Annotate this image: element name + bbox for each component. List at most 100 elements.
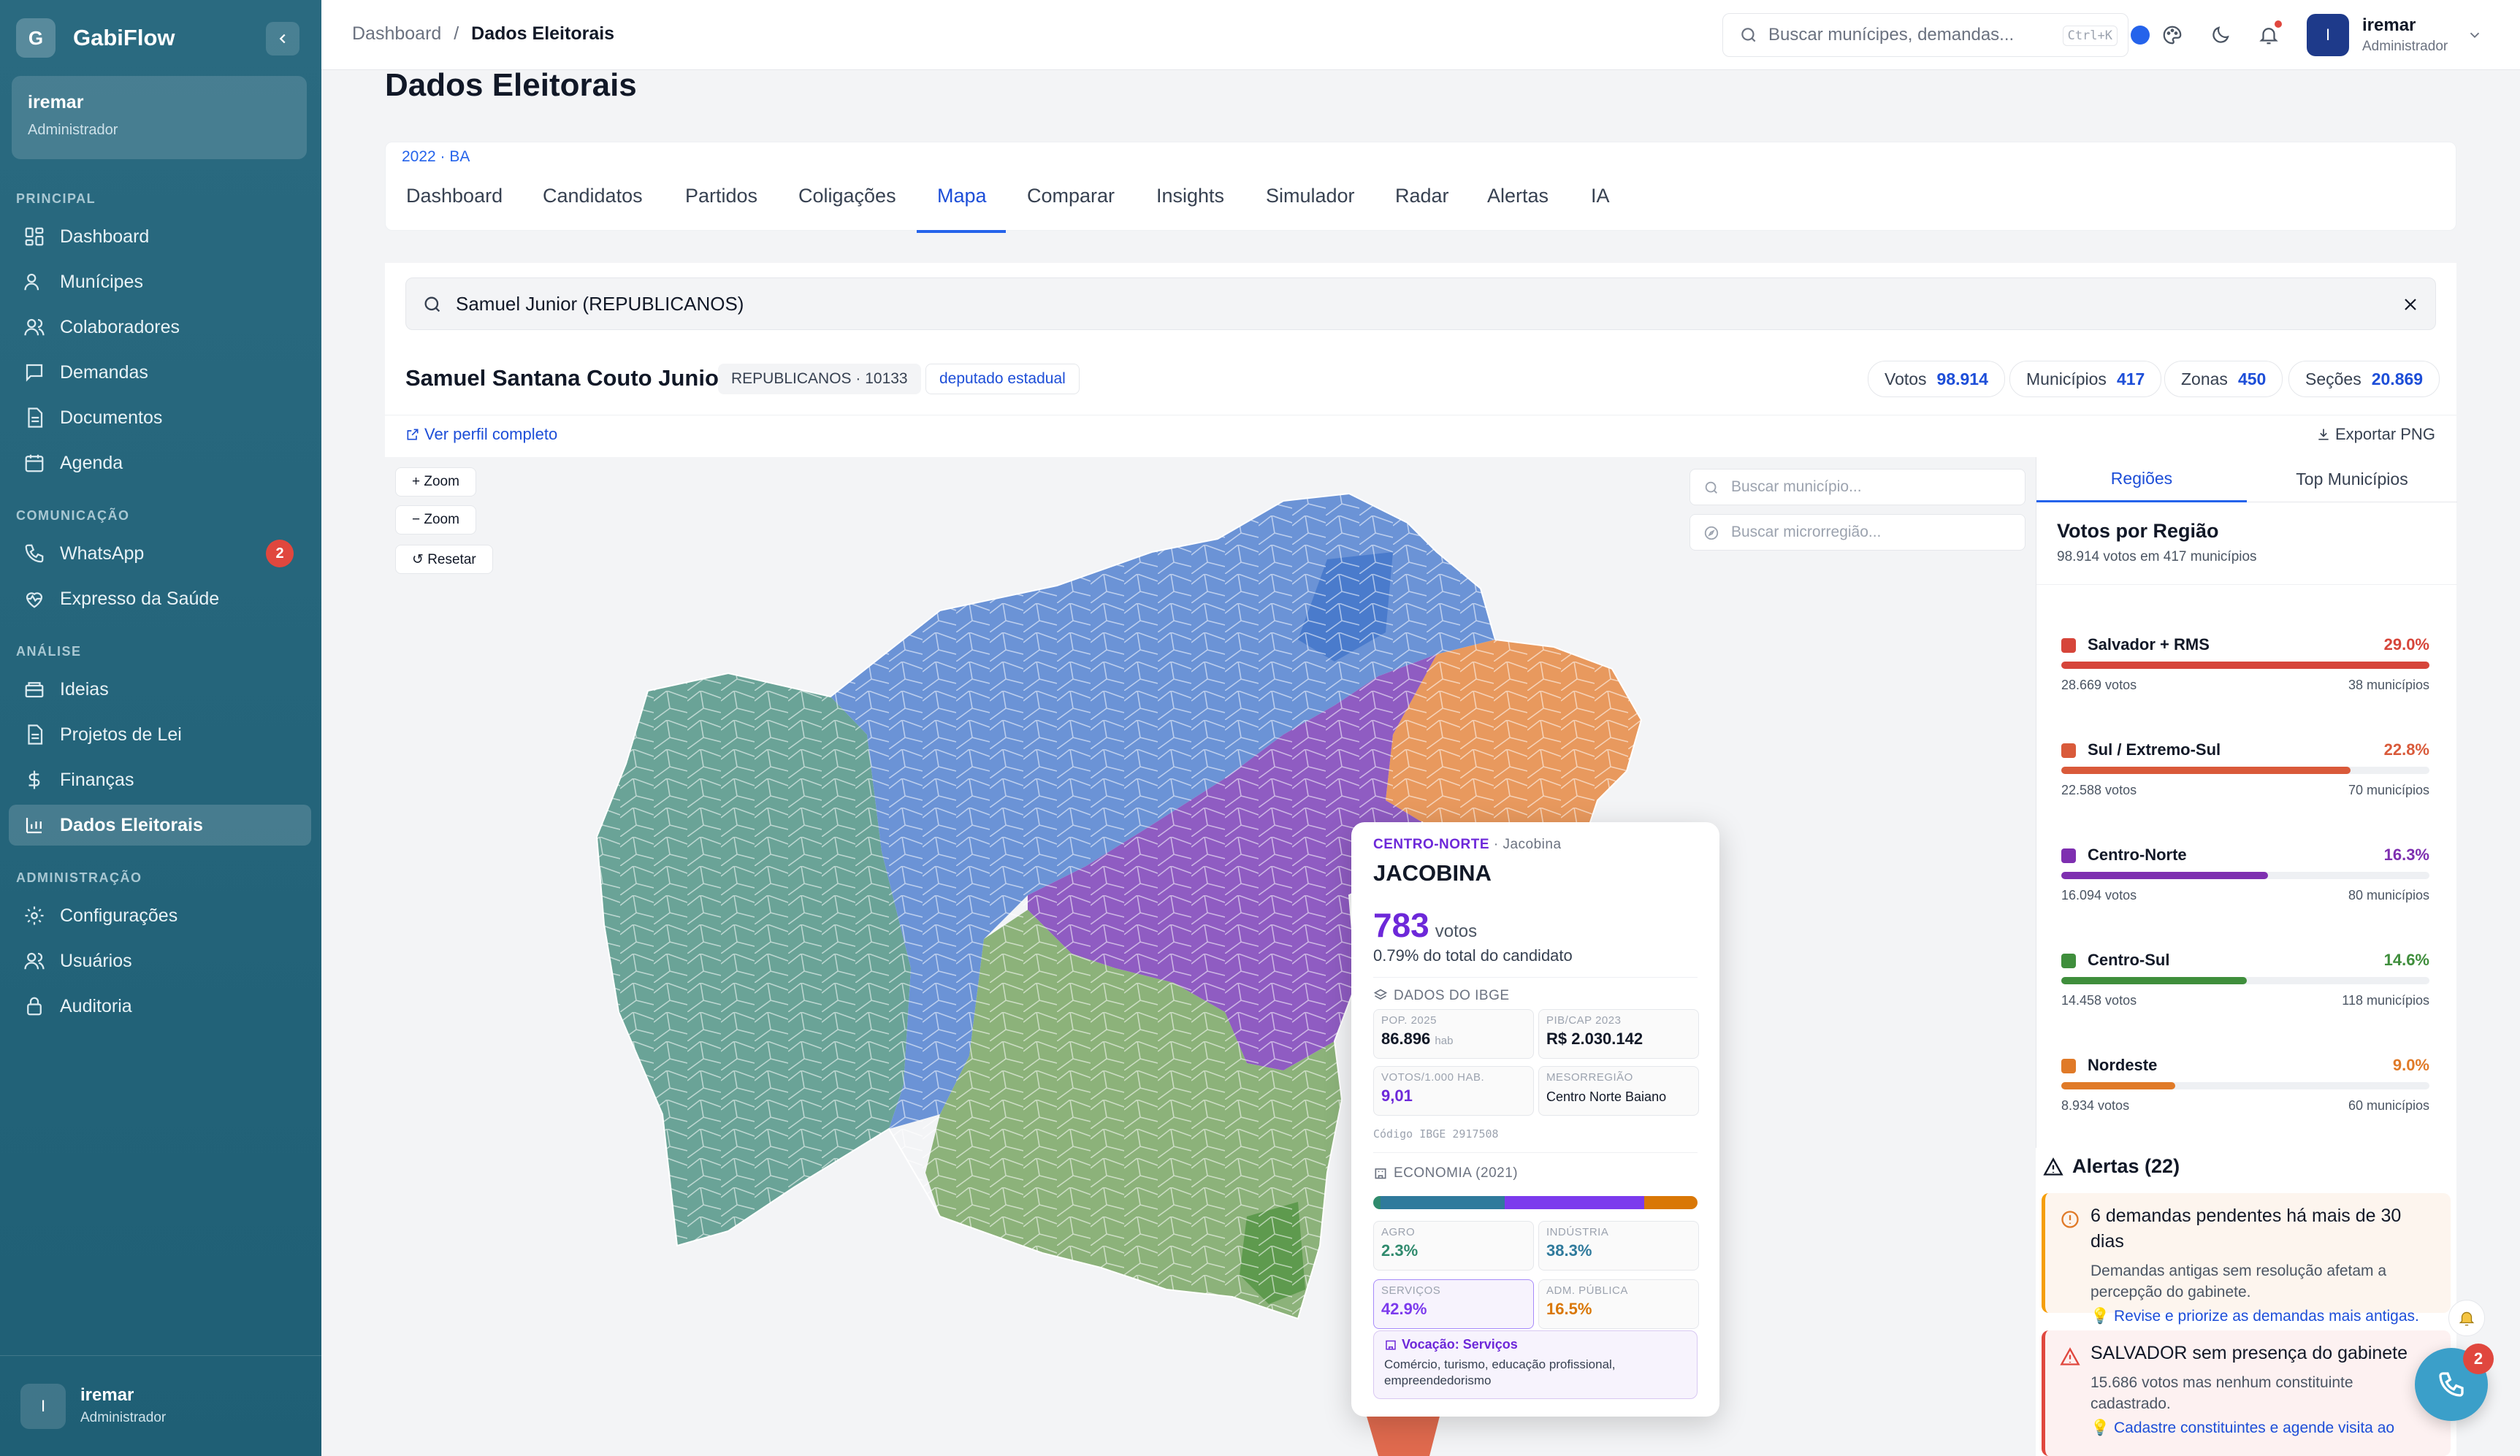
header-user-menu[interactable]: I iremar Administrador	[2307, 12, 2483, 58]
bahia-choropleth-map[interactable]	[385, 457, 2036, 1456]
tab-coligacoes[interactable]: Coligações	[798, 185, 896, 207]
sidebar-item-dados-eleitorais[interactable]: Dados Eleitorais	[9, 805, 311, 846]
search-icon	[1741, 28, 1756, 42]
region-row[interactable]: Centro-Sul 14.6% 14.458 votos 118 município…	[2061, 951, 2429, 1031]
sidebar-item-whatsapp[interactable]: WhatsApp 2	[9, 533, 311, 574]
tab-radar[interactable]: Radar	[1395, 185, 1449, 207]
map-municipio-placeholder: Buscar município...	[1731, 478, 1862, 495]
zoom-out-button[interactable]: − Zoom	[395, 505, 476, 534]
tab-top-municipios[interactable]: Top Municípios	[2247, 457, 2457, 502]
region-row[interactable]: Sul / Extremo-Sul 22.8% 22.588 votos 70 mun…	[2061, 740, 2429, 821]
map-area[interactable]: + Zoom − Zoom ↺ Resetar Buscar município…	[385, 457, 2036, 1456]
region-row[interactable]: Centro-Norte 16.3% 16.094 votos 80 municípi…	[2061, 846, 2429, 926]
region-bar	[2061, 977, 2429, 984]
heart-icon	[26, 592, 43, 608]
sidebar-item-demandas[interactable]: Demandas	[9, 352, 311, 393]
region-votes: 28.669 votos	[2061, 678, 2137, 692]
region-name: Sul / Extremo-Sul	[2088, 740, 2221, 759]
sidebar-item-label: Usuários	[60, 950, 132, 971]
sidebar-item-configuracoes[interactable]: Configurações	[9, 895, 311, 936]
sidebar-item-ideias[interactable]: Ideias	[9, 669, 311, 710]
zoom-in-button[interactable]: + Zoom	[395, 467, 476, 497]
pop-value: 86.896	[1381, 1030, 1431, 1048]
sidebar-item-label: WhatsApp	[60, 543, 145, 564]
region-bar-fill	[2061, 662, 2429, 669]
tooltip-micro-name: · Jacobina	[1493, 837, 1562, 852]
pib-value: R$ 2.030.142	[1546, 1030, 1643, 1048]
sidebar-item-dashboard[interactable]: Dashboard	[9, 216, 311, 257]
sidebar-item-colaboradores[interactable]: Colaboradores	[9, 307, 311, 348]
region-bar-fill	[2061, 977, 2247, 984]
tab-comparar[interactable]: Comparar	[1027, 185, 1115, 207]
year-state-label[interactable]: 2022 · BA	[402, 148, 470, 165]
sector-box: AGRO 2.3%	[1373, 1221, 1534, 1271]
section-administracao: ADMINISTRAÇÃO	[16, 870, 142, 885]
palette-icon[interactable]	[2158, 20, 2187, 50]
close-icon[interactable]	[2402, 296, 2419, 313]
tab-alertas[interactable]: Alertas	[1487, 185, 1549, 207]
sidebar-item-municipes[interactable]: Munícipes	[9, 261, 311, 302]
pop-box: POP. 2025 86.896 hab	[1373, 1009, 1534, 1059]
floating-bell-button[interactable]	[2448, 1300, 2485, 1336]
vocation-text: Comércio, turismo, educação profissional…	[1384, 1357, 1616, 1388]
sidebar-item-documentos[interactable]: Documentos	[9, 397, 311, 438]
tab-candidatos[interactable]: Candidatos	[543, 185, 643, 207]
tab-ia[interactable]: IA	[1591, 185, 1610, 207]
sidebar-item-expresso-saude[interactable]: Expresso da Saúde	[9, 578, 311, 619]
alert-card[interactable]: 6 demandas pendentes há mais de 30 dias …	[2042, 1193, 2451, 1325]
region-municipios: 80 municípios	[2348, 888, 2429, 903]
sidebar-footer[interactable]: I iremar Administrador	[0, 1355, 321, 1456]
global-search-input[interactable]: Buscar munícipes, demandas... Ctrl+K	[1722, 13, 2128, 57]
map-municipio-search-input[interactable]: Buscar município...	[1689, 469, 2025, 505]
reset-map-button[interactable]: ↺ Resetar	[395, 545, 493, 574]
tab-simulador[interactable]: Simulador	[1266, 185, 1355, 207]
vph-value: 9,01	[1381, 1087, 1413, 1105]
warning-icon	[2060, 1347, 2080, 1365]
region-row[interactable]: Nordeste 9.0% 8.934 votos 60 municípios	[2061, 1056, 2429, 1136]
sidebar-item-label: Colaboradores	[60, 316, 180, 337]
alert-action[interactable]: 💡 Revise e priorize as demandas mais ant…	[2091, 1307, 2419, 1325]
profile-link[interactable]: Ver perfil completo	[405, 425, 557, 444]
alert-action[interactable]: 💡 Cadastre constituintes e agende visita…	[2091, 1419, 2395, 1436]
tabs-card: 2022 · BA Dashboard Candidatos Partidos …	[385, 142, 2456, 233]
tooltip-votes-unit: votos	[1435, 922, 1478, 941]
sidebar-item-agenda[interactable]: Agenda	[9, 442, 311, 483]
stat-value: 417	[2116, 369, 2145, 388]
alert-card[interactable]: SALVADOR sem presença do gabinete 15.686…	[2042, 1330, 2451, 1456]
export-png-button[interactable]: Exportar PNG	[2316, 425, 2435, 444]
tab-insights[interactable]: Insights	[1156, 185, 1225, 207]
stat-votos: Votos 98.914	[1868, 361, 2005, 397]
dark-mode-icon[interactable]	[2206, 20, 2235, 50]
alert-title: 6 demandas pendentes há mais de 30 dias	[2091, 1206, 2402, 1252]
tab-regioes[interactable]: Regiões	[2036, 457, 2247, 502]
region-color-swatch	[2061, 954, 2076, 968]
bell-icon	[2459, 1311, 2475, 1326]
region-color-swatch	[2061, 743, 2076, 758]
sidebar-item-projetos-lei[interactable]: Projetos de Lei	[9, 714, 311, 755]
notifications-bell-icon[interactable]	[2254, 20, 2283, 50]
global-search-placeholder: Buscar munícipes, demandas...	[1768, 25, 2015, 45]
tooltip-city: JACOBINA	[1373, 860, 1492, 886]
sidebar-item-usuarios[interactable]: Usuários	[9, 940, 311, 981]
sidebar-item-auditoria[interactable]: Auditoria	[9, 986, 311, 1027]
tab-partidos[interactable]: Partidos	[685, 185, 758, 207]
sector-label: INDÚSTRIA	[1546, 1226, 1609, 1238]
map-micro-search-input[interactable]: Buscar microrregião...	[1689, 514, 2025, 551]
stat-label: Seções	[2305, 369, 2361, 388]
breadcrumb-parent[interactable]: Dashboard	[352, 23, 442, 44]
ibge-code: Código IBGE 2917508	[1373, 1127, 1499, 1141]
sidebar-user-card[interactable]: iremar Administrador	[12, 76, 307, 159]
document-icon	[28, 407, 43, 428]
theme-color-dot[interactable]	[2126, 20, 2155, 50]
candidate-search-input[interactable]: Samuel Junior (REPUBLICANOS)	[405, 277, 2436, 330]
sector-box: SERVIÇOS 42.9%	[1373, 1279, 1534, 1329]
sidebar-item-financas[interactable]: Finanças	[9, 759, 311, 800]
region-row[interactable]: Salvador + RMS 29.0% 28.669 votos 38 municí…	[2061, 635, 2429, 716]
tab-dashboard[interactable]: Dashboard	[406, 185, 503, 207]
warning-icon	[2043, 1157, 2063, 1176]
collapse-sidebar-button[interactable]	[266, 22, 299, 55]
lock-icon	[27, 997, 42, 1016]
page-title: Dados Eleitorais	[385, 67, 637, 103]
tab-mapa[interactable]: Mapa	[937, 185, 987, 207]
alert-description: 15.686 votos mas nenhum constituinte cad…	[2091, 1374, 2353, 1413]
